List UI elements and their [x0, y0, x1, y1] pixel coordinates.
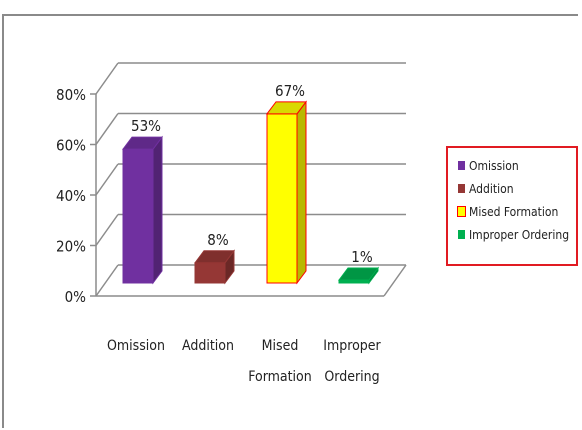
bar-front-face: [194, 262, 226, 284]
data-label: 53%: [131, 117, 161, 135]
x-category-label: Ordering: [324, 369, 379, 385]
x-category-label: Improper: [323, 338, 381, 354]
bar-top-face: [338, 267, 379, 281]
bar-improper-ordering: [338, 266, 379, 285]
bar-front-face: [266, 113, 298, 284]
chart-legend: Omission Addition Mised Formation Improp…: [446, 146, 578, 266]
legend-swatch-mised-formation: [457, 206, 466, 217]
y-tick-label: 80%: [56, 86, 86, 104]
legend-item-omission: Omission: [458, 154, 576, 177]
x-category-label: Mised: [262, 338, 299, 354]
floor-right-edge: [383, 264, 407, 297]
data-label: 8%: [207, 231, 229, 249]
gridline-side: [95, 264, 119, 297]
bar-top-face: [122, 136, 163, 150]
bar-addition: [193, 249, 236, 285]
bar-omission: [122, 135, 163, 285]
legend-label-addition: Addition: [469, 181, 514, 196]
x-category-label: Formation: [248, 369, 312, 385]
bar-top-face: [266, 101, 307, 115]
legend-label-omission: Omission: [469, 158, 519, 173]
legend-item-mised-formation: Mised Formation: [457, 200, 576, 223]
data-label: 67%: [275, 82, 305, 100]
bar-top-face: [193, 250, 236, 264]
data-label: 1%: [351, 248, 373, 266]
legend-item-improper-ordering: Improper Ordering: [458, 223, 576, 246]
y-tick-label: 20%: [56, 238, 86, 256]
bar-side-face: [152, 135, 163, 285]
x-category-label: Addition: [182, 338, 234, 354]
gridline-side: [95, 214, 119, 246]
legend-label-mised-formation: Mised Formation: [469, 204, 559, 219]
y-tick-label: 0%: [65, 288, 87, 306]
x-category-label: Omission: [107, 338, 165, 354]
legend-swatch-omission: [458, 161, 465, 170]
y-tick-label: 40%: [56, 187, 86, 205]
bar-side-face: [296, 100, 307, 285]
legend-swatch-improper-ordering: [458, 230, 465, 239]
gridline-side: [95, 163, 119, 196]
legend-label-improper-ordering: Improper Ordering: [469, 227, 570, 242]
gridline-side: [95, 62, 119, 95]
bar-front-face: [122, 148, 154, 284]
bar-mised-formation: [266, 100, 307, 285]
legend-swatch-addition: [458, 184, 465, 193]
legend-item-addition: Addition: [458, 177, 576, 200]
gridline-side: [95, 113, 119, 145]
y-tick-label: 60%: [56, 137, 86, 155]
